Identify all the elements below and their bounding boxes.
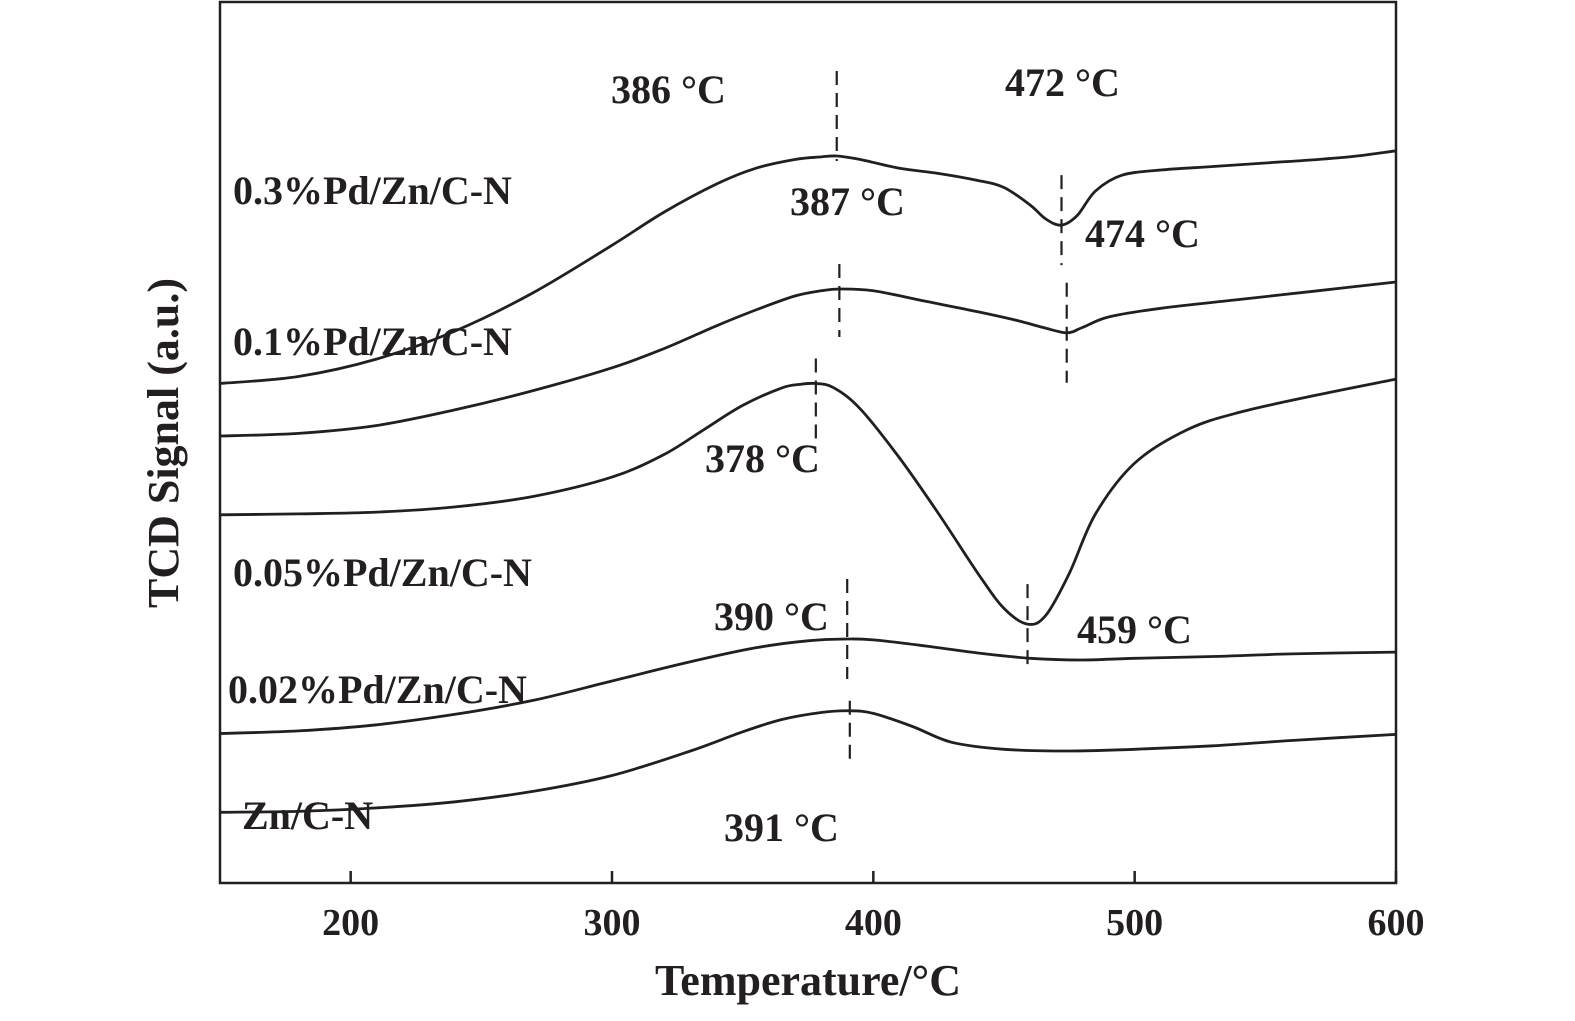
x-tick-label-200: 200 [322, 902, 379, 944]
series-line-0-02pctpd-zn-c-n [219, 637, 1397, 735]
x-tick-label-500: 500 [1106, 902, 1163, 944]
peak-label-0-05pctpd-zn-c-n-459: 459 °C [1077, 607, 1192, 652]
x-tick-label-600: 600 [1368, 902, 1425, 944]
series-line-0-3pctpd-zn-c-n [219, 149, 1397, 385]
x-tick-labels: 200 300 400 500 600 [322, 902, 1424, 944]
x-tick-label-300: 300 [584, 902, 641, 944]
peak-label-0-3pctpd-zn-c-n-386: 386 °C [611, 67, 726, 112]
series-label-zn-c-n: Zn/C-N [242, 793, 373, 838]
y-axis-title: TCD Signal (a.u.) [139, 278, 188, 608]
series-label-0-1pctpd-zn-c-n: 0.1%Pd/Zn/C-N [233, 319, 512, 364]
peak-markers [814, 71, 1068, 761]
peak-label-0-1pctpd-zn-c-n-387: 387 °C [790, 179, 905, 224]
plot-frame [218, 0, 1398, 885]
peak-label-0-02pctpd-zn-c-n-390: 390 °C [714, 594, 829, 639]
series-line-0-05pctpd-zn-c-n [219, 377, 1397, 626]
series-label-0-3pctpd-zn-c-n: 0.3%Pd/Zn/C-N [233, 168, 512, 213]
series-label-0-05pctpd-zn-c-n: 0.05%Pd/Zn/C-N [233, 550, 532, 595]
peak-label-0-1pctpd-zn-c-n-474: 474 °C [1085, 211, 1200, 256]
series-line-0-1pctpd-zn-c-n [219, 280, 1397, 438]
peak-labels: 386 °C 472 °C 387 °C 474 °C 378 °C 459 °C 390 … [611, 60, 1200, 850]
x-axis-title: Temperature/°C [655, 956, 961, 1005]
series-lines [219, 149, 1397, 814]
peak-label-0-05pctpd-zn-c-n-378: 378 °C [705, 436, 820, 481]
series-labels: 0.3%Pd/Zn/C-N 0.1%Pd/Zn/C-N 0.05%Pd/Zn/C-N… [228, 168, 532, 838]
x-tick-marks [349, 871, 1398, 883]
series-line-zn-c-n [219, 709, 1397, 814]
peak-label-0-3pctpd-zn-c-n-472: 472 °C [1005, 60, 1120, 105]
x-tick-label-400: 400 [845, 902, 902, 944]
series-label-0-02pctpd-zn-c-n: 0.02%Pd/Zn/C-N [228, 667, 527, 712]
peak-label-zn-c-n-391: 391 °C [724, 805, 839, 850]
